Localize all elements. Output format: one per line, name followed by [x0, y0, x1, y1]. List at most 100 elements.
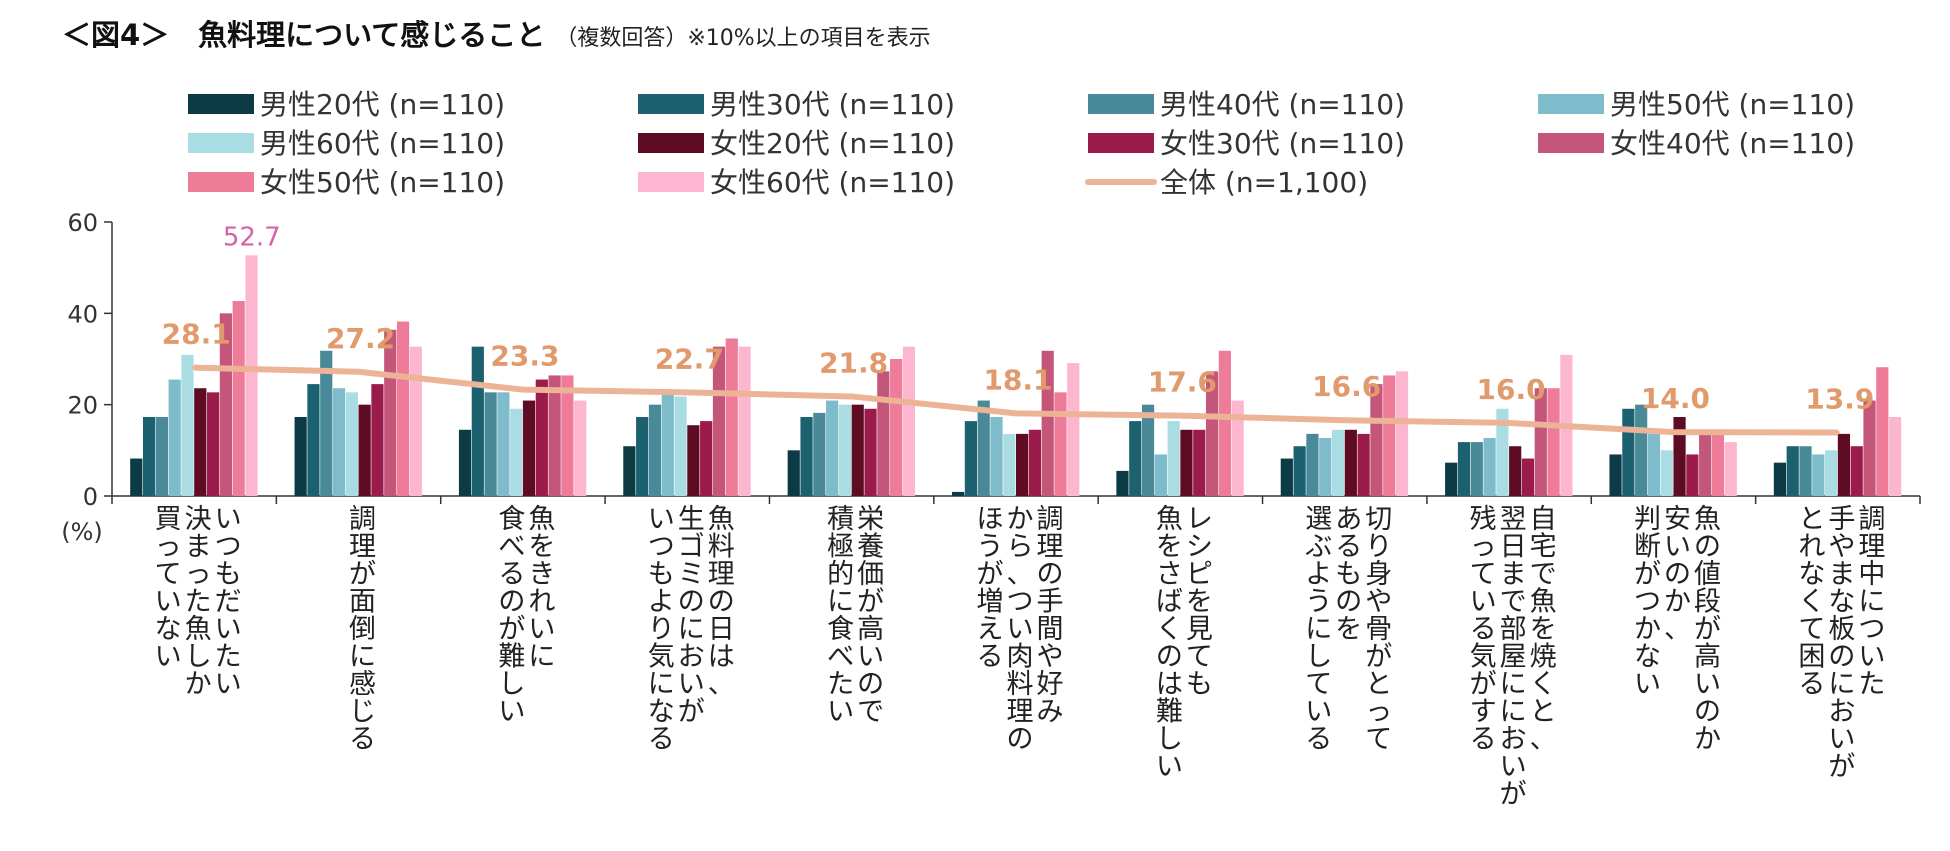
bar	[648, 404, 662, 496]
bar	[1660, 450, 1673, 496]
bar	[1003, 433, 1016, 496]
total-line-point	[1014, 411, 1018, 416]
category-label: 自宅で魚を焼くと、	[1530, 504, 1557, 755]
legend-label-6: 女性30代 (n=110)	[1160, 127, 1405, 160]
legend-label-2: 男性40代 (n=110)	[1160, 88, 1405, 121]
legend-label-total: 全体 (n=1,100)	[1160, 166, 1368, 199]
bar-value-annotation: 52.7	[223, 222, 281, 252]
bar	[851, 404, 864, 496]
total-line-point	[1342, 418, 1347, 423]
bar	[826, 400, 839, 496]
bar	[952, 491, 965, 496]
bar	[396, 321, 410, 496]
category-label: 決まった魚しか	[185, 504, 212, 700]
bar	[1483, 438, 1496, 496]
bar	[484, 392, 497, 496]
total-data-label: 17.6	[1148, 366, 1217, 399]
bar	[1016, 433, 1029, 496]
category-label: いつもだいたい	[215, 504, 242, 700]
category-label: 魚料理の日は、	[708, 504, 735, 700]
bar	[1889, 416, 1902, 496]
bar	[1837, 433, 1851, 496]
category-label: 魚をきれいに	[528, 504, 555, 673]
legend-label-3: 男性50代 (n=110)	[1610, 88, 1855, 121]
chart-title-main: ＜図4＞ 魚料理について感じること	[62, 18, 546, 52]
bar	[294, 416, 307, 496]
bar	[1193, 429, 1206, 496]
bar	[1306, 433, 1319, 496]
bar	[1054, 392, 1067, 496]
bar	[1167, 421, 1180, 496]
bar	[1534, 388, 1547, 496]
total-line-point	[192, 365, 197, 370]
bar	[1116, 470, 1129, 496]
chart-title-sub: （複数回答）※10%以上の項目を表示	[555, 26, 931, 51]
bar	[687, 425, 700, 496]
bar	[1395, 371, 1409, 496]
bar	[813, 412, 826, 496]
bar	[458, 429, 472, 496]
bar	[522, 400, 536, 496]
bar	[1293, 446, 1306, 496]
y-tick-label: 60	[67, 209, 98, 237]
bar	[1141, 404, 1155, 496]
total-data-label: 27.2	[326, 322, 395, 355]
bar	[232, 301, 245, 496]
bar	[1445, 462, 1458, 496]
category-label: 安いのか、	[1664, 504, 1691, 645]
legend-label-4: 男性60代 (n=110)	[260, 127, 505, 160]
total-data-label: 28.1	[162, 318, 231, 351]
bar	[384, 329, 397, 496]
bar	[332, 388, 346, 496]
bar	[1180, 429, 1193, 496]
bar	[1067, 363, 1080, 496]
y-tick-label: 20	[67, 392, 98, 420]
bar	[1547, 388, 1560, 496]
bar	[1357, 433, 1370, 496]
bar	[1028, 429, 1041, 496]
bar	[977, 400, 990, 496]
bar	[725, 338, 738, 496]
bar	[1129, 421, 1142, 496]
category-label: 調理が面倒に感じる	[349, 504, 376, 755]
bar	[700, 421, 713, 496]
bar	[738, 346, 751, 496]
legend-swatch-8	[188, 172, 254, 192]
bar	[206, 392, 220, 496]
bar	[712, 346, 726, 496]
total-data-label: 21.8	[819, 346, 888, 379]
legend-label-5: 女性20代 (n=110)	[710, 127, 955, 160]
bar	[1280, 458, 1293, 496]
total-line-point	[1835, 430, 1840, 435]
bar	[345, 392, 358, 496]
bar	[1863, 400, 1876, 496]
category-label: 魚をさばくのは難しい	[1156, 504, 1183, 783]
bar	[1509, 446, 1522, 496]
legend-label-0: 男性20代 (n=110)	[260, 88, 505, 121]
bar	[219, 313, 232, 496]
bar	[674, 396, 687, 496]
bar	[964, 421, 977, 496]
bar	[838, 404, 852, 496]
bar	[1370, 384, 1383, 496]
total-data-label: 23.3	[490, 340, 559, 373]
y-tick-label: 0	[83, 483, 98, 511]
legend-swatch-2	[1088, 94, 1154, 114]
legend-label-1: 男性30代 (n=110)	[710, 88, 955, 121]
bar	[561, 375, 574, 496]
bar	[168, 379, 181, 496]
y-axis-label: (%)	[61, 518, 103, 546]
bar	[902, 346, 916, 496]
bar	[181, 354, 194, 496]
bar	[1711, 433, 1725, 496]
category-label: 買っていない	[155, 504, 182, 673]
bar	[194, 388, 207, 496]
legend-swatch-6	[1088, 133, 1154, 153]
bar	[1799, 446, 1812, 496]
bar	[1724, 442, 1737, 496]
bar	[510, 408, 523, 496]
total-data-label: 13.9	[1805, 383, 1874, 416]
category-label: 食べるのが難しい	[498, 504, 525, 728]
bar	[320, 350, 333, 496]
total-line-point	[849, 394, 854, 399]
